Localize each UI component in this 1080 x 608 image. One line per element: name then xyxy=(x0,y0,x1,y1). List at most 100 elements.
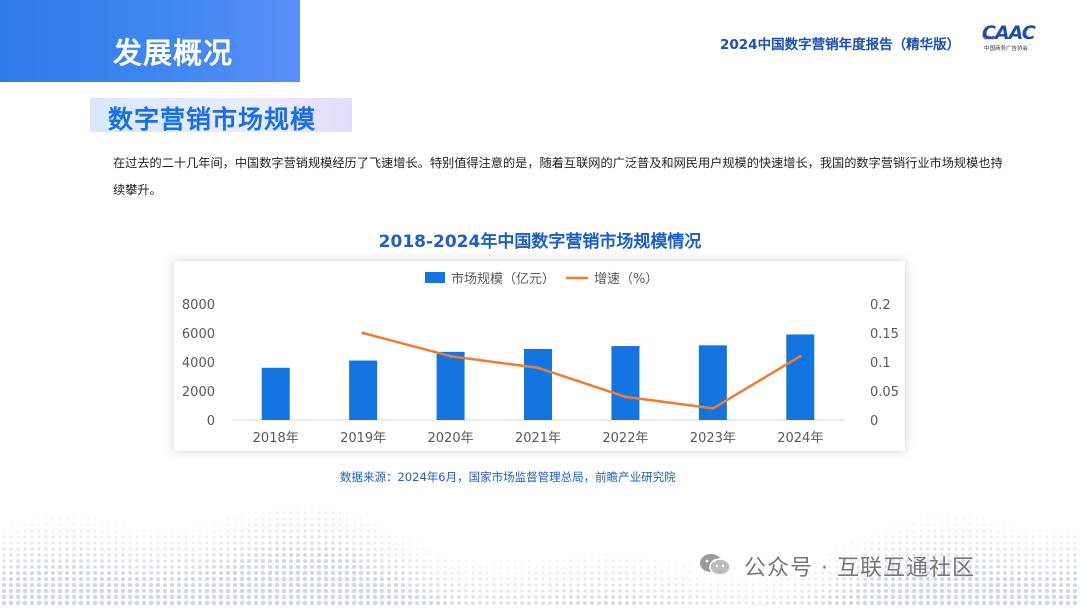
decoration-dot xyxy=(323,600,329,606)
decoration-dot xyxy=(316,600,322,606)
decoration-dot xyxy=(338,541,342,545)
decoration-dot xyxy=(394,553,398,557)
decoration-dot xyxy=(415,565,419,569)
decoration-dot xyxy=(918,588,924,594)
decoration-dot xyxy=(625,595,629,599)
decoration-dot xyxy=(387,559,391,563)
decoration-dot xyxy=(478,571,482,575)
decoration-dot xyxy=(323,594,329,600)
decoration-dot xyxy=(814,577,818,581)
decoration-dot xyxy=(967,570,973,576)
decoration-dot xyxy=(135,553,139,557)
decoration-dot xyxy=(274,588,280,594)
decoration-dot xyxy=(989,541,993,545)
decoration-dot xyxy=(106,588,112,594)
decoration-dot xyxy=(604,583,608,587)
decoration-dot xyxy=(246,582,252,588)
decoration-dot xyxy=(499,577,503,581)
decoration-dot xyxy=(267,588,273,594)
decoration-dot xyxy=(926,541,930,545)
decoration-dot xyxy=(1072,600,1078,606)
decoration-dot xyxy=(212,559,216,563)
decoration-dot xyxy=(240,523,244,527)
decoration-dot xyxy=(709,589,713,593)
decoration-dot xyxy=(79,559,83,563)
decoration-dot xyxy=(688,571,692,575)
decoration-dot xyxy=(527,565,531,569)
decoration-dot xyxy=(2,541,6,545)
decoration-dot xyxy=(387,547,391,551)
decoration-dot xyxy=(191,559,195,563)
decoration-dot xyxy=(1052,547,1056,551)
decoration-dot xyxy=(1017,541,1021,545)
decoration-dot xyxy=(667,577,671,581)
decoration-dot xyxy=(51,529,55,533)
decoration-dot xyxy=(204,600,210,606)
decoration-dot xyxy=(317,529,321,533)
decoration-dot xyxy=(177,529,181,533)
report-title: 2024中国数字营销年度报告（精华版） xyxy=(720,37,961,53)
decoration-dot xyxy=(681,601,685,605)
decoration-dot xyxy=(226,541,230,545)
decoration-dot xyxy=(422,541,426,545)
decoration-dot xyxy=(618,589,622,593)
decoration-dot xyxy=(30,553,34,557)
decoration-dot xyxy=(429,559,433,563)
decoration-dot xyxy=(597,571,601,575)
decoration-dot xyxy=(492,577,496,581)
decoration-dot xyxy=(15,576,21,582)
decoration-dot xyxy=(86,535,90,539)
decoration-dot xyxy=(653,583,657,587)
decoration-dot xyxy=(912,559,916,563)
decoration-dot xyxy=(863,559,867,563)
decoration-dot xyxy=(128,571,132,575)
decoration-dot xyxy=(953,594,959,600)
decoration-dot xyxy=(520,589,524,593)
decoration-dot xyxy=(373,547,377,551)
decoration-dot xyxy=(520,565,524,569)
decoration-dot xyxy=(485,601,489,605)
decoration-dot xyxy=(57,576,63,582)
decoration-dot xyxy=(274,576,280,582)
decoration-dot xyxy=(288,576,294,582)
decoration-dot xyxy=(793,601,797,605)
decoration-dot xyxy=(330,564,336,570)
decoration-dot xyxy=(316,594,322,600)
decoration-dot xyxy=(135,529,139,533)
decoration-dot xyxy=(149,553,153,557)
decoration-dot xyxy=(233,529,237,533)
decoration-dot xyxy=(856,583,860,587)
decoration-dot xyxy=(960,600,966,606)
decoration-dot xyxy=(1066,523,1070,527)
decoration-dot xyxy=(99,582,105,588)
decoration-dot xyxy=(401,553,405,557)
decoration-dot xyxy=(1010,541,1014,545)
decoration-dot xyxy=(513,601,517,605)
decoration-dot xyxy=(372,582,378,588)
decoration-dot xyxy=(1017,523,1021,527)
decoration-dot xyxy=(296,511,300,515)
decoration-dot xyxy=(414,600,420,606)
decoration-dot xyxy=(394,565,398,569)
decoration-dot xyxy=(288,582,294,588)
decoration-dot xyxy=(211,594,217,600)
decoration-dot xyxy=(79,541,83,545)
decoration-dot xyxy=(268,505,272,509)
decoration-dot xyxy=(646,559,650,563)
decoration-dot xyxy=(86,523,90,527)
decoration-dot xyxy=(1017,559,1021,563)
decoration-dot xyxy=(478,583,482,587)
decoration-dot xyxy=(65,547,69,551)
section-title: 数字营销市场规模 xyxy=(108,105,317,134)
decoration-dot xyxy=(562,589,566,593)
decoration-dot xyxy=(912,517,916,521)
decoration-dot xyxy=(932,600,938,606)
decoration-dot xyxy=(982,535,986,539)
decoration-dot xyxy=(288,570,294,576)
decoration-dot xyxy=(344,594,350,600)
y-tick-label: 6000 xyxy=(182,327,215,342)
decoration-dot xyxy=(730,595,734,599)
decoration-dot xyxy=(926,553,930,557)
decoration-dot xyxy=(338,553,342,557)
decoration-dot xyxy=(499,595,503,599)
